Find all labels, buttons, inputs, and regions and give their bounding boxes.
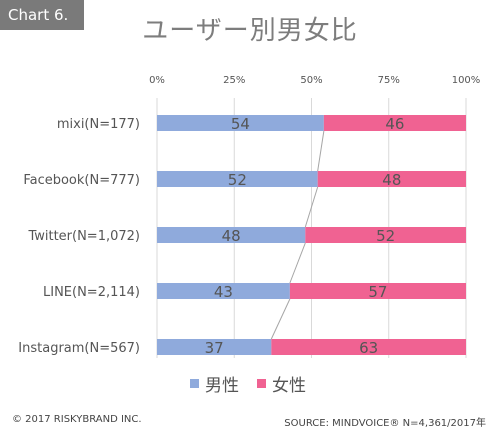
- legend-item-female: 女性: [257, 371, 306, 396]
- bar-female: [271, 339, 466, 355]
- data-label-female: 52: [376, 227, 395, 245]
- legend-label-female: 女性: [272, 376, 306, 396]
- data-label-female: 57: [368, 283, 387, 301]
- data-label-male: 43: [214, 283, 233, 301]
- bar-male: [157, 283, 290, 299]
- bar-male: [157, 227, 306, 243]
- bar-male: [157, 171, 318, 187]
- bar-male: [157, 115, 324, 131]
- bar-male: [157, 339, 272, 355]
- chart-title: ユーザー別男女比: [142, 16, 358, 46]
- x-tick-label: 75%: [378, 75, 400, 86]
- legend-item-male: 男性: [190, 371, 239, 396]
- data-label-male: 52: [228, 171, 247, 189]
- legend-swatch-female: [257, 379, 266, 388]
- data-label-male: 48: [222, 227, 241, 245]
- data-label-male: 54: [231, 115, 250, 133]
- data-label-female: 63: [359, 339, 378, 357]
- category-label: Facebook(N=777): [23, 173, 140, 188]
- bar-female: [289, 283, 466, 299]
- data-label-male: 37: [205, 339, 224, 357]
- series-connector-line: [317, 130, 325, 172]
- x-tick-label: 100%: [452, 75, 481, 86]
- category-label: LINE(N=2,114): [43, 285, 140, 300]
- series-connector-line: [304, 186, 319, 228]
- series-connector-line: [270, 298, 291, 340]
- chart-plot: 0% 25% 50% 75% 100% mixi(N=177) 54 46 Facebook(N…: [18, 75, 481, 358]
- x-tick-label: 0%: [149, 75, 165, 86]
- x-tick-label: 50%: [300, 75, 322, 86]
- bar-female: [317, 171, 466, 187]
- legend-label-male: 男性: [205, 376, 239, 396]
- category-label: mixi(N=177): [57, 117, 140, 132]
- copyright-text: © 2017 RISKYBRAND INC.: [12, 414, 142, 425]
- series-connector-line: [289, 242, 306, 284]
- legend: 男性 女性: [0, 371, 496, 396]
- legend-swatch-male: [190, 379, 199, 388]
- data-label-female: 46: [385, 115, 404, 133]
- bar-female: [305, 227, 466, 243]
- x-tick-label: 25%: [223, 75, 245, 86]
- data-label-female: 48: [382, 171, 401, 189]
- bar-female: [323, 115, 466, 131]
- category-label: Instagram(N=567): [18, 341, 140, 356]
- source-text: SOURCE: MINDVOICE® N=4,361/2017年: [284, 418, 486, 429]
- category-label: Twitter(N=1,072): [27, 229, 140, 244]
- chart-number-badge: Chart 6.: [0, 0, 84, 30]
